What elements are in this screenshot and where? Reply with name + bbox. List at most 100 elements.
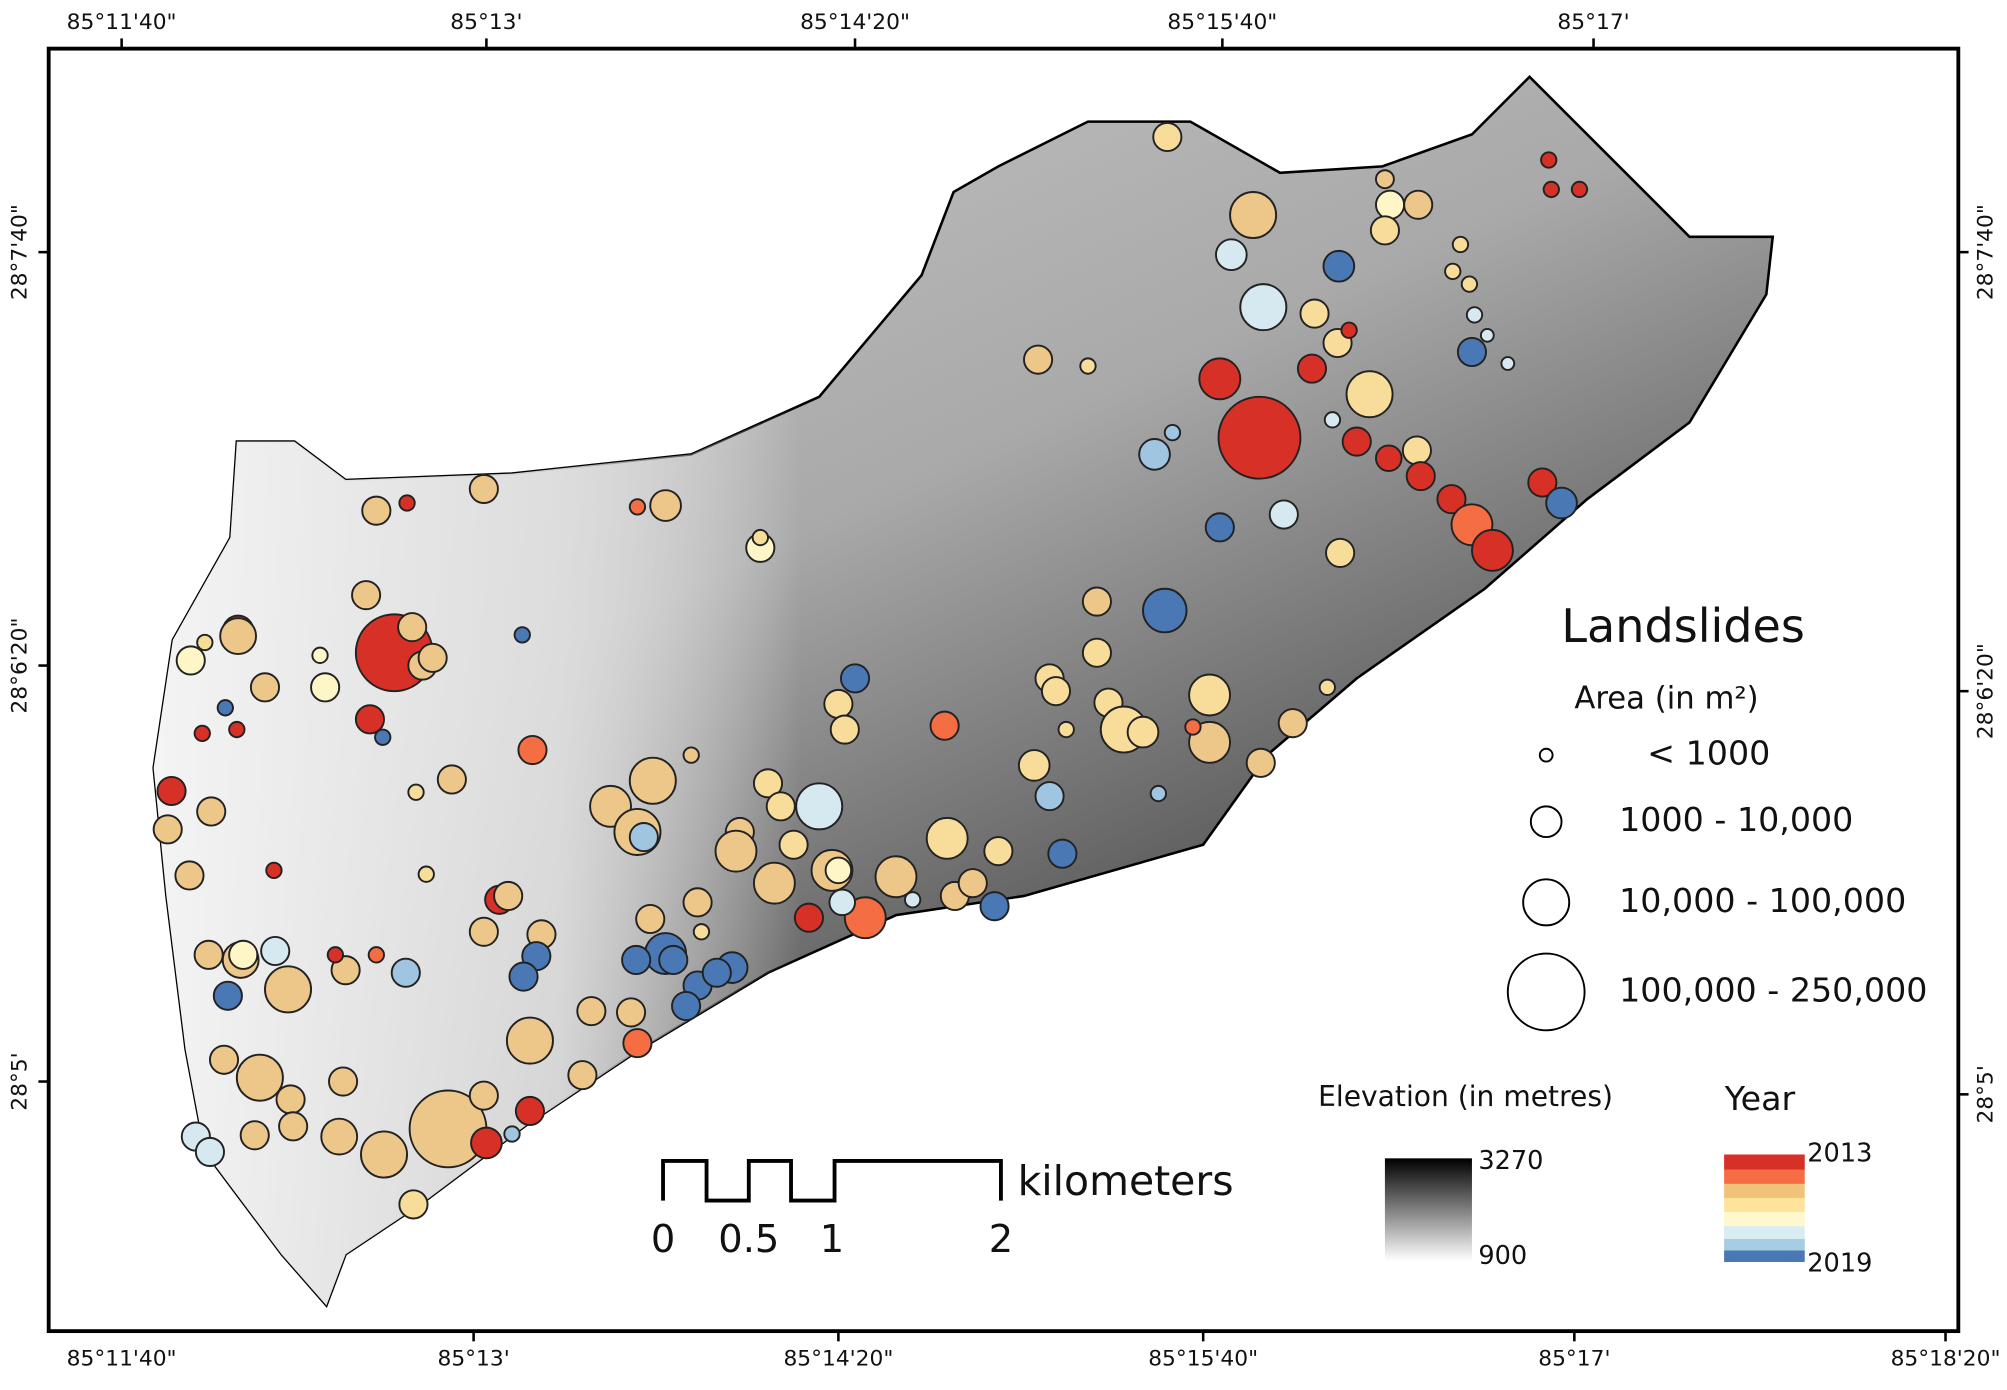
landslide xyxy=(1217,395,1302,480)
landslide xyxy=(311,646,329,664)
landslide xyxy=(1081,637,1112,668)
landslide xyxy=(1374,169,1395,190)
landslide xyxy=(354,704,385,735)
landslide xyxy=(1465,306,1484,324)
landslide xyxy=(1323,411,1342,429)
landslide xyxy=(239,1120,270,1151)
landslide xyxy=(1057,720,1075,739)
elevation-ramp xyxy=(1384,1158,1472,1261)
landslide xyxy=(793,902,824,933)
landslide xyxy=(514,1095,545,1127)
landslide xyxy=(249,672,281,703)
year-ramp xyxy=(1724,1154,1805,1263)
landslide xyxy=(1296,353,1328,384)
landslide xyxy=(505,1016,554,1065)
landslide xyxy=(175,645,206,676)
landslide xyxy=(1322,249,1356,283)
landslide xyxy=(1138,438,1171,471)
landslide xyxy=(795,782,844,831)
landslide xyxy=(264,965,313,1014)
landslide xyxy=(493,880,524,911)
landslide xyxy=(701,957,732,988)
scale-label: 0.5 xyxy=(718,1217,779,1262)
landslide xyxy=(1570,180,1589,199)
landslide xyxy=(235,1053,284,1102)
landslide xyxy=(196,796,227,827)
landslide xyxy=(1341,426,1372,457)
landslide xyxy=(839,663,871,694)
legend-title: Landslides xyxy=(1561,599,1805,653)
landslide xyxy=(649,489,682,522)
landslide xyxy=(216,699,234,717)
landslide xyxy=(1540,151,1558,169)
landslide xyxy=(628,822,659,853)
landslide xyxy=(1239,283,1288,332)
landslide xyxy=(1374,444,1403,472)
landslide xyxy=(1126,715,1160,749)
landslide xyxy=(417,865,435,883)
landslide xyxy=(1460,275,1479,293)
landslide xyxy=(576,996,607,1027)
landslide xyxy=(361,495,392,526)
landslide xyxy=(1374,189,1406,220)
landslide xyxy=(1163,423,1182,442)
landslide xyxy=(628,498,647,516)
landslide xyxy=(628,756,677,805)
landslide xyxy=(979,891,1010,922)
elevation-title: Elevation (in metres) xyxy=(1318,1080,1613,1113)
landslide xyxy=(351,580,382,611)
landslide xyxy=(824,856,853,885)
right-coordinate: 28°5' xyxy=(1973,1065,1998,1123)
scale-unit: kilometers xyxy=(1018,1157,1234,1205)
landslide xyxy=(829,714,860,745)
landslide xyxy=(1079,357,1097,375)
landslide xyxy=(152,814,183,845)
landslide xyxy=(929,710,960,741)
landslide xyxy=(616,997,647,1028)
elevation-min: 900 xyxy=(1478,1241,1527,1271)
landslide xyxy=(1215,238,1248,272)
landslide xyxy=(1188,673,1232,717)
landslide xyxy=(194,1136,225,1167)
landslide xyxy=(398,1189,429,1220)
landslide xyxy=(468,1080,499,1111)
landslide xyxy=(193,939,224,970)
landslide xyxy=(1277,708,1308,739)
landslide xyxy=(320,1117,359,1156)
landslide xyxy=(260,935,291,967)
landslide xyxy=(328,1066,359,1097)
landslide xyxy=(828,888,856,917)
landslide xyxy=(1542,180,1560,199)
landslide xyxy=(1325,537,1356,568)
landslide xyxy=(1184,718,1202,736)
landslide xyxy=(567,1060,598,1091)
landslide xyxy=(1479,327,1495,343)
year-end: 2019 xyxy=(1807,1249,1872,1279)
landslide xyxy=(1527,467,1558,498)
landslide xyxy=(692,923,711,941)
landslide xyxy=(513,626,531,644)
graticule-ticks xyxy=(38,38,1969,1342)
landslide xyxy=(417,642,448,673)
landslide xyxy=(468,473,499,504)
landslide xyxy=(1142,587,1188,634)
landslide xyxy=(390,957,421,988)
landslide xyxy=(1017,749,1051,782)
landslide xyxy=(174,860,205,891)
landslide xyxy=(957,868,988,899)
landslide xyxy=(398,494,416,512)
area-class: 1000 - 10,000 xyxy=(1619,800,1853,839)
top-coordinate: 85°15'40" xyxy=(1167,10,1277,35)
landslide xyxy=(193,724,211,743)
landslide xyxy=(1040,676,1072,707)
landslide xyxy=(1245,747,1276,778)
landslide xyxy=(1403,189,1434,220)
landslide xyxy=(1456,336,1487,368)
bottom-coordinate: 85°11'40" xyxy=(67,1346,177,1371)
landslide xyxy=(1081,586,1112,617)
landslide xyxy=(1405,461,1436,492)
bottom-coordinate: 85°18'20" xyxy=(1891,1346,2001,1371)
landslide xyxy=(196,633,214,652)
